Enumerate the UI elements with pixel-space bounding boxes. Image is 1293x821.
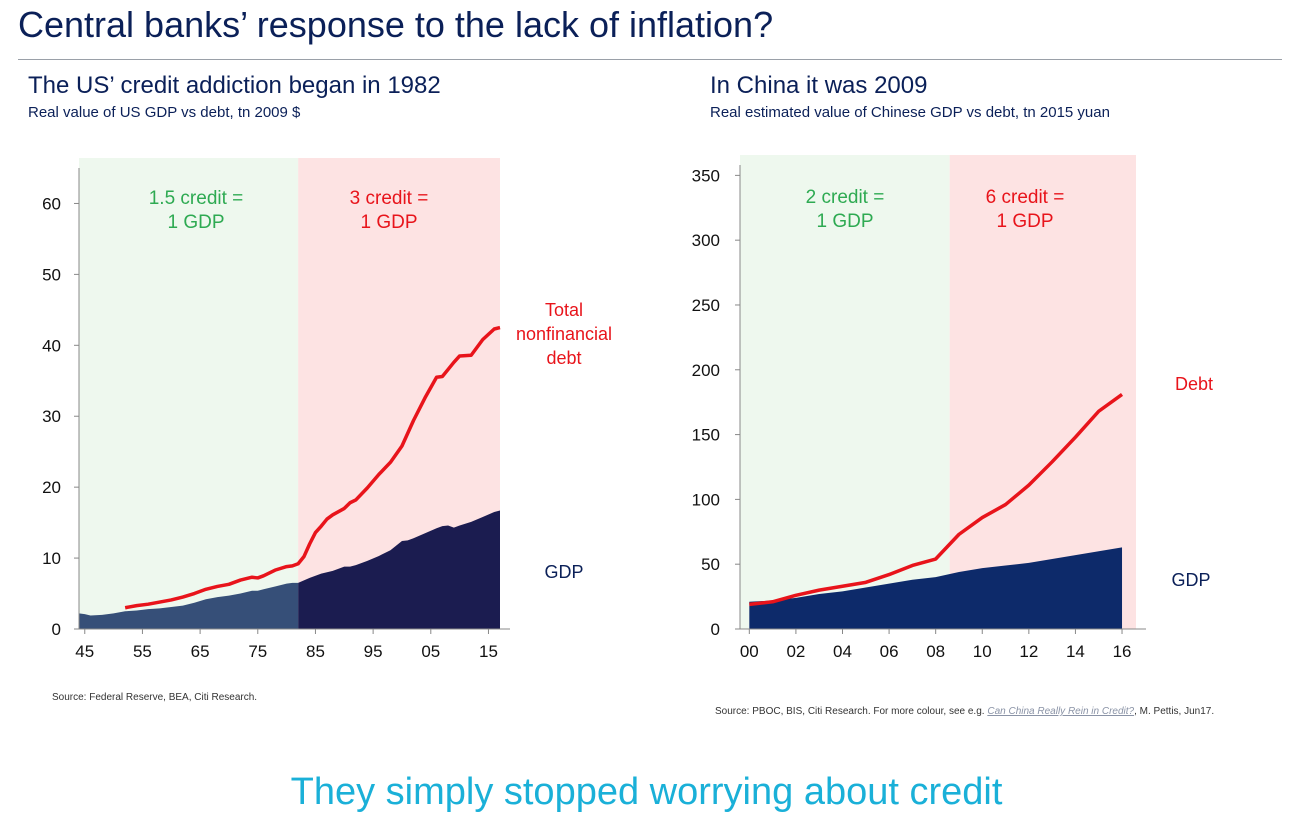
region-label: 1 GDP <box>996 211 1053 232</box>
x-tick-label: 85 <box>306 642 325 661</box>
china-chart-subtitle: Real estimated value of Chinese GDP vs d… <box>710 104 1110 121</box>
y-tick-label: 200 <box>692 361 720 380</box>
china-chart: 2 credit = 1 GDP 6 credit = 1 GDP 0 50 100 150 2… <box>692 155 1213 661</box>
debt-series-label: Debt <box>1175 374 1213 394</box>
x-tick-label: 95 <box>364 642 383 661</box>
x-tick-label: 55 <box>133 642 152 661</box>
x-tick-label: 45 <box>75 642 94 661</box>
source-link[interactable]: Can China Really Rein in Credit? <box>987 706 1135 717</box>
x-tick-label: 02 <box>786 642 805 661</box>
footer-tagline: They simply stopped worrying about credi… <box>290 771 1003 813</box>
y-tick-label: 100 <box>692 490 720 509</box>
y-tick-label: 10 <box>42 549 61 568</box>
title-divider <box>18 59 1282 60</box>
x-tick-label: 15 <box>479 642 498 661</box>
x-tick-label: 75 <box>248 642 267 661</box>
region-label: 1 GDP <box>360 212 417 233</box>
gdp-area-post-1982 <box>298 510 500 629</box>
x-tick-label: 08 <box>926 642 945 661</box>
region-shade-green <box>740 155 950 629</box>
slide-title: Central banks’ response to the lack of i… <box>18 4 774 45</box>
x-tick-label: 12 <box>1019 642 1038 661</box>
china-chart-title: In China it was 2009 <box>710 72 928 99</box>
debt-series-label: debt <box>546 348 581 368</box>
gdp-area-pre-1982 <box>79 582 299 629</box>
x-tick-label: 04 <box>833 642 852 661</box>
us-source-note: Source: Federal Reserve, BEA, Citi Resea… <box>52 692 258 703</box>
us-chart-subtitle: Real value of US GDP vs debt, tn 2009 $ <box>28 104 301 121</box>
region-label: 2 credit = <box>806 187 885 208</box>
y-tick-label: 0 <box>52 620 61 639</box>
x-tick-label: 14 <box>1066 642 1085 661</box>
region-shade-pink <box>949 155 1136 629</box>
y-tick-label: 60 <box>42 194 61 213</box>
y-tick-label: 30 <box>42 407 61 426</box>
region-label: 1 GDP <box>167 212 224 233</box>
debt-series-label: nonfinancial <box>516 324 612 344</box>
china-source-suffix: , M. Pettis, Jun17. <box>1134 706 1215 717</box>
y-tick-label: 40 <box>42 336 61 355</box>
gdp-series-label: GDP <box>1171 570 1210 590</box>
region-label: 6 credit = <box>986 187 1065 208</box>
us-chart-title: The US’ credit addiction began in 1982 <box>28 72 441 99</box>
region-label: 1.5 credit = <box>149 188 244 209</box>
y-tick-label: 250 <box>692 296 720 315</box>
y-tick-label: 50 <box>42 265 61 284</box>
debt-series-label: Total <box>545 300 583 320</box>
debt-line <box>749 392 1124 607</box>
gdp-area <box>749 547 1123 629</box>
x-tick-label: 00 <box>740 642 759 661</box>
y-tick-label: 0 <box>711 620 720 639</box>
y-tick-label: 300 <box>692 231 720 250</box>
x-tick-label: 10 <box>973 642 992 661</box>
x-tick-label: 06 <box>880 642 899 661</box>
y-tick-label: 150 <box>692 426 720 445</box>
us-chart: 1.5 credit = 1 GDP 3 credit = 1 GDP 0 10 20 30 4… <box>42 158 612 661</box>
x-tick-label: 05 <box>421 642 440 661</box>
x-tick-label: 65 <box>191 642 210 661</box>
china-source-text: Source: PBOC, BIS, Citi Research. For mo… <box>715 706 988 717</box>
y-tick-label: 350 <box>692 166 720 185</box>
region-label: 3 credit = <box>350 188 429 209</box>
x-tick-label: 16 <box>1113 642 1132 661</box>
debt-line <box>124 325 501 610</box>
region-label: 1 GDP <box>816 211 873 232</box>
y-tick-label: 50 <box>701 555 720 574</box>
gdp-series-label: GDP <box>544 562 583 582</box>
region-shade-green <box>79 158 299 629</box>
china-source-note: Source: PBOC, BIS, Citi Research. For mo… <box>715 705 1235 718</box>
y-tick-label: 20 <box>42 478 61 497</box>
